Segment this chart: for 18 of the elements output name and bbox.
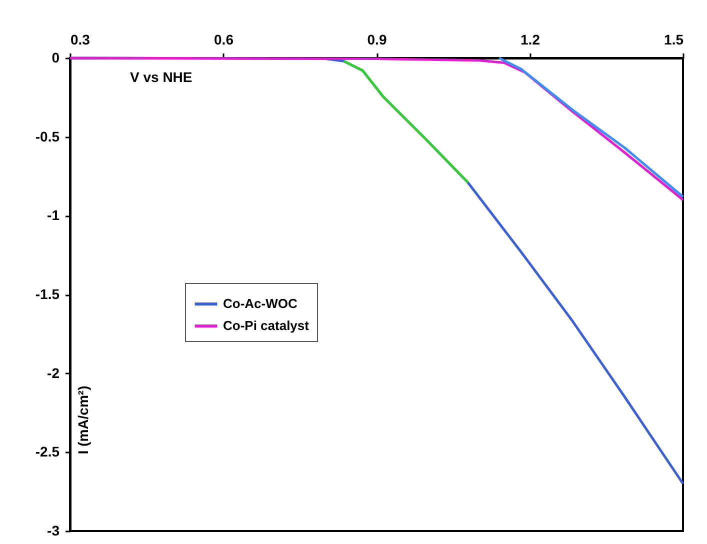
y-tick-label: -2.5 xyxy=(35,444,60,460)
x-tick-label: 0.9 xyxy=(367,32,387,48)
line-series xyxy=(498,56,684,198)
y-tick-label: -2 xyxy=(47,364,60,381)
x-tick-label: 1.2 xyxy=(520,32,540,48)
x-axis-title: V vs NHE xyxy=(130,69,192,85)
x-tick-label: 1.5 xyxy=(664,32,684,48)
y-tick-label: -1.5 xyxy=(35,286,60,302)
legend-label: Co-Ac-WOC xyxy=(223,296,298,311)
y-tick-label: -0.5 xyxy=(35,128,60,144)
x-tick-label: 0.3 xyxy=(70,32,90,48)
y-tick-label: -3 xyxy=(47,522,60,538)
line-series xyxy=(342,60,470,184)
y-axis-title: I (mA/cm²) xyxy=(75,386,91,454)
y-tick-label: -1 xyxy=(47,207,60,224)
x-tick-label: 0.6 xyxy=(214,32,234,48)
y-tick-label: 0 xyxy=(52,50,60,66)
legend-label: Co-Pi catalyst xyxy=(223,318,310,333)
